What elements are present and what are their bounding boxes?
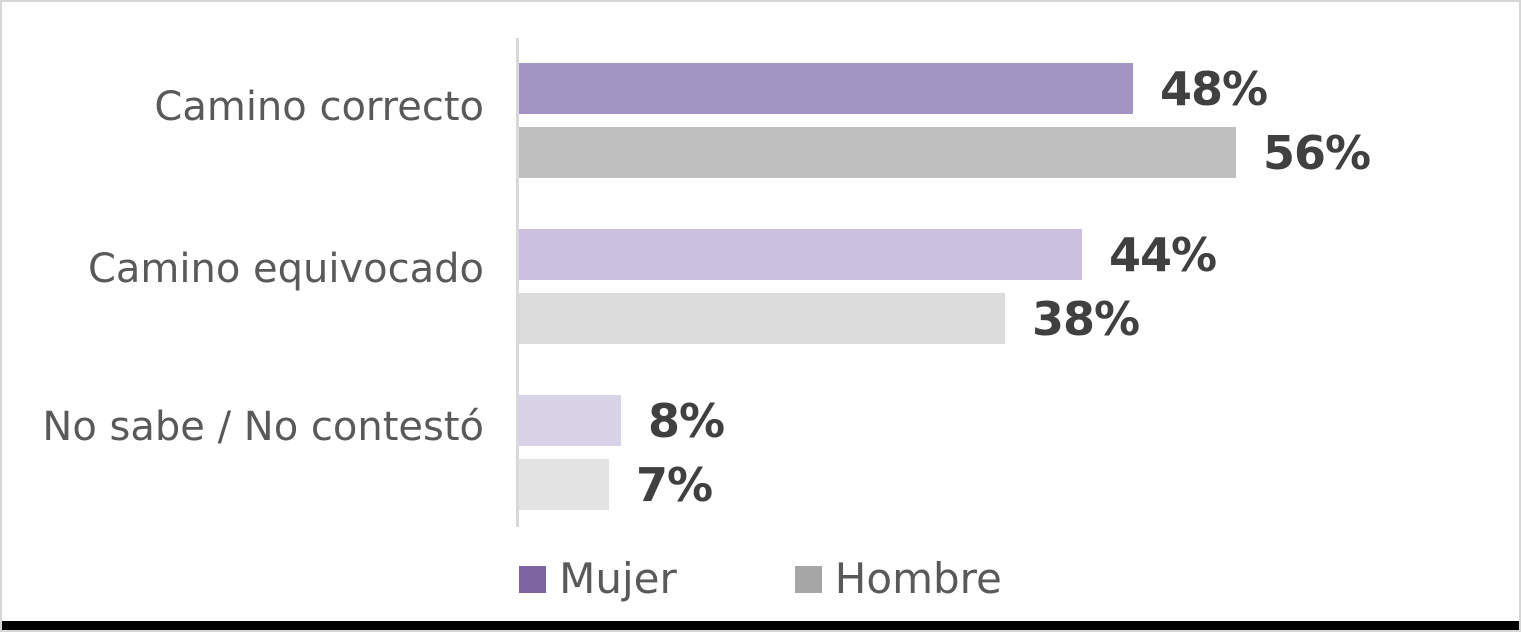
y-axis-line — [516, 38, 519, 527]
bar-mujer-camino-correcto — [519, 63, 1133, 114]
bar-mujer-camino-equivocado — [519, 229, 1082, 280]
bar-hombre-camino-correcto — [519, 127, 1236, 178]
legend: Mujer Hombre — [2, 558, 1519, 600]
legend-item-hombre: Hombre — [794, 554, 1002, 603]
bottom-black-strip — [2, 621, 1519, 630]
value-label-mujer-no-sabe: 8% — [648, 393, 725, 448]
legend-item-mujer: Mujer — [519, 558, 677, 600]
value-label-mujer-camino-correcto: 48% — [1160, 61, 1268, 116]
legend-swatch-mujer-icon — [519, 565, 547, 593]
legend-swatch-hombre-icon — [794, 565, 822, 593]
value-label-hombre-no-sabe: 7% — [636, 457, 713, 512]
bar-hombre-no-sabe — [519, 459, 609, 510]
category-label-no-sabe-no-contesto: No sabe / No contestó — [42, 404, 484, 450]
legend-label-hombre: Hombre — [834, 554, 1002, 603]
bar-hombre-camino-equivocado — [519, 293, 1005, 344]
bar-mujer-no-sabe — [519, 395, 621, 446]
category-label-camino-equivocado: Camino equivocado — [87, 246, 484, 292]
value-label-hombre-camino-correcto: 56% — [1263, 125, 1371, 180]
value-label-hombre-camino-equivocado: 38% — [1032, 291, 1140, 346]
category-label-camino-correcto: Camino correcto — [154, 84, 484, 130]
value-label-mujer-camino-equivocado: 44% — [1109, 227, 1217, 282]
legend-label-mujer: Mujer — [559, 554, 677, 603]
